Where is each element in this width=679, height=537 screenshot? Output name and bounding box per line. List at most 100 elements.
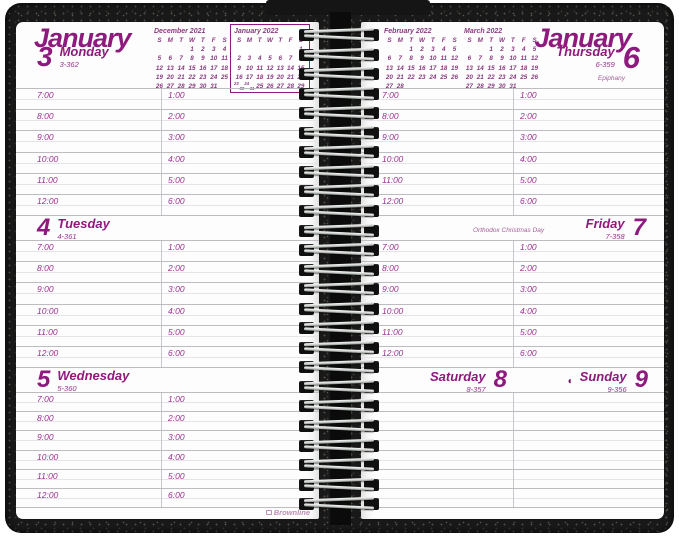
time-label: 5:00 (168, 326, 185, 337)
minical-day: 29 (188, 83, 196, 91)
time-label: 3:00 (168, 284, 185, 295)
minical-day: 13 (385, 64, 393, 72)
time-slot: 6:00 (514, 195, 664, 215)
time-label: 3:00 (168, 132, 185, 143)
minical-day: 28 (396, 83, 404, 91)
minical-day: 15 (487, 64, 495, 72)
time-slot: 8:00 (16, 110, 163, 131)
time-label: 2:00 (520, 111, 537, 122)
minical-day: 29 (487, 83, 495, 91)
holiday-note: Epiphany (597, 75, 625, 82)
minical-weekday: F (288, 37, 293, 44)
minical-day: 11 (520, 55, 527, 63)
day-number: 9 (634, 366, 648, 393)
month-title-right: January (534, 23, 632, 53)
binding-rung (295, 47, 383, 65)
minical-weekday: W (419, 37, 425, 44)
minical-day: 1 (190, 46, 194, 54)
time-label: 10:00 (382, 153, 404, 164)
hour-row: 12:00 6:00 (16, 487, 319, 508)
binding-rung (295, 184, 383, 201)
minical-title: February 2022 (384, 28, 432, 35)
hour-row: 8:00 2:00 (361, 109, 664, 131)
minical-day: 19 (531, 64, 539, 72)
time-slot: 2:00 (514, 110, 664, 130)
day-name: Tuesday (57, 216, 110, 231)
minical-day: 20 (166, 73, 174, 81)
tuesday-time-grid: 7:00 1:00 8:00 2:00 9:00 3:00 10:00 4:00 11:00 5:… (16, 240, 319, 368)
minical-day: 18 (256, 73, 264, 81)
binding-rung (295, 320, 383, 338)
time-slot: 1:00 (514, 89, 664, 109)
time-label: 9:00 (37, 284, 54, 295)
minical-day: 3 (247, 55, 252, 63)
minical-day: 16 (418, 64, 426, 72)
time-label: 7:00 (382, 90, 399, 100)
minical-day: 28 (177, 83, 185, 91)
day-number: 5 (37, 366, 51, 393)
minical-day: 2 (500, 46, 504, 54)
minical-day: 29 (297, 83, 305, 91)
minical-day: 31 (509, 83, 517, 91)
binding-rung (295, 379, 383, 397)
time-slot: 11:00 (16, 325, 163, 346)
time-slot: 12:00 (361, 346, 514, 368)
binding-rung (295, 164, 383, 182)
binding-rung (295, 262, 383, 280)
hour-row (361, 411, 664, 431)
minical-day: 25 (221, 73, 229, 81)
time-label: 8:00 (37, 111, 54, 122)
time-slot: 10:00 (361, 304, 514, 325)
hour-row: 8:00 2:00 (16, 109, 319, 131)
time-slot: 7:00 (16, 89, 163, 110)
time-label: 8:00 (382, 263, 399, 274)
hour-row: 8:00 2:00 (361, 261, 664, 283)
minical-day: 10 (245, 64, 253, 72)
time-slot: 9:00 (16, 283, 163, 304)
minical-day: 5 (268, 55, 272, 63)
binding-rung (295, 144, 383, 162)
friday-header: Orthodox Christmas Day Friday 7-358 7 (361, 215, 664, 241)
minical-day: 9 (500, 55, 504, 63)
minical-december-2021: December 2021 S M T W T F S 1 2 3 4 5 6 7 8 9 10 11 12 13 14 1… (154, 27, 230, 91)
minical-day: 5 (157, 55, 162, 63)
time-label: 7:00 (37, 394, 54, 404)
time-label: 1:00 (520, 242, 537, 252)
minical-weekday: F (521, 37, 526, 44)
minical-day: 20 (465, 73, 473, 81)
minical-day: 16 (199, 64, 207, 72)
day-name: Saturday (430, 369, 486, 384)
time-label: 11:00 (382, 174, 403, 185)
binding-rung (295, 86, 383, 104)
hour-row: 11:00 5:00 (16, 324, 319, 346)
minical-weekday: F (441, 37, 446, 44)
minical-day: 3 (211, 46, 216, 54)
time-label: 2:00 (168, 111, 185, 122)
binding-rung (295, 223, 383, 241)
day-number: 4 (37, 214, 51, 241)
friday-time-grid: 7:00 1:00 8:00 2:00 9:00 3:00 10:00 4:00 11:00 5:… (361, 240, 664, 368)
ruled-cell (514, 489, 664, 507)
time-label: 2:00 (168, 263, 185, 274)
day-ordinal: 3-362 (59, 60, 79, 69)
minical-day: 22 (487, 73, 495, 81)
brownline-logo-icon (265, 510, 272, 515)
time-slot: 6:00 (162, 347, 319, 367)
time-slot: 2:00 (162, 110, 319, 130)
thursday-day-id: Thursday 6-359 6 (556, 42, 640, 73)
binding-rung (295, 360, 383, 377)
hour-row: 12:00 6:00 (361, 345, 664, 368)
time-label: 6:00 (168, 347, 185, 358)
time-slot: 8:00 (361, 262, 514, 283)
time-slot: 11:00 (361, 325, 514, 346)
minical-day: 7 (179, 55, 183, 63)
minical-day: 12 (531, 55, 539, 63)
time-slot: 4:00 (162, 153, 319, 173)
time-label: 10:00 (37, 305, 59, 316)
hour-row: 8:00 2:00 (16, 261, 319, 283)
wednesday-header: 5 Wednesday 5-360 (16, 366, 319, 393)
time-label: 5:00 (168, 470, 185, 481)
minical-day: 2 (237, 55, 241, 63)
minical-day (395, 45, 406, 54)
minical-day: 6 (168, 55, 173, 63)
